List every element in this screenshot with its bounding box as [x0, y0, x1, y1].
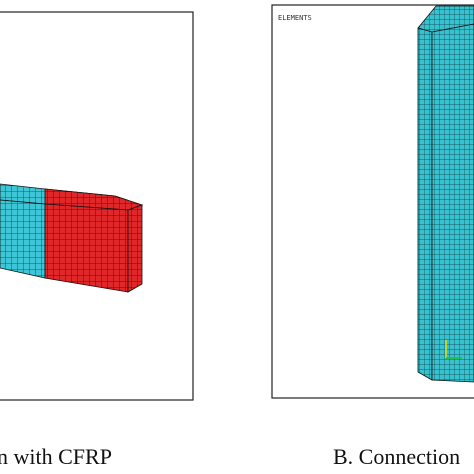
- column-mesh: [417, 5, 474, 383]
- caption: B. Connection: [333, 444, 460, 469]
- axis-triad: [445, 340, 462, 359]
- elements-label: ELEMENTS: [278, 14, 312, 22]
- caption: n with CFRP: [0, 444, 112, 469]
- beam-mesh: [0, 183, 144, 293]
